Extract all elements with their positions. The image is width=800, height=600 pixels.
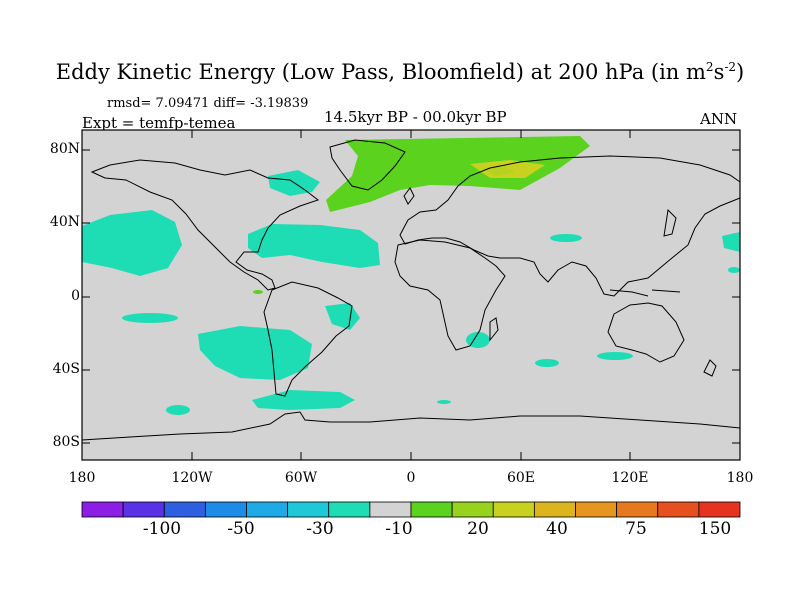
lat-label: 0 — [71, 288, 80, 304]
negative-anomaly-blob — [535, 359, 559, 367]
colorbar-box — [163, 501, 206, 518]
colorbar-box — [616, 501, 659, 518]
negative-anomaly-blob — [550, 234, 582, 242]
negative-anomaly-south-pacific — [198, 326, 312, 380]
lat-label: 40N — [49, 214, 80, 230]
colorbar-box — [575, 501, 618, 518]
lon-label: 180 — [726, 470, 754, 486]
negative-anomaly-north-pacific — [82, 210, 182, 276]
negative-anomaly-blob — [597, 352, 633, 360]
colorbar-box — [122, 501, 165, 518]
experiment-label: Expt = temfp-temea — [82, 114, 236, 132]
colorbar — [81, 501, 741, 518]
colorbar-label: -10 — [385, 519, 413, 539]
coastline-british-isles — [403, 187, 415, 205]
lat-label: 80N — [49, 141, 80, 157]
colorbar-label: -100 — [142, 519, 182, 539]
lon-label: 0 — [406, 470, 416, 486]
negative-anomaly-blob — [122, 313, 178, 323]
colorbar-label: 75 — [625, 519, 647, 539]
coastline-south-america — [263, 281, 353, 397]
negative-anomaly-atlantic — [248, 224, 380, 268]
lon-label: 120W — [171, 470, 213, 486]
positive-anomaly-blob — [253, 290, 263, 294]
colorbar-box — [81, 501, 124, 518]
stats-text: rmsd= 7.09471 diff= -3.19839 — [107, 96, 309, 111]
colorbar-box — [369, 501, 412, 518]
lon-label: 180 — [68, 470, 96, 486]
negative-anomaly-southern-ocean — [252, 390, 355, 410]
season-label: ANN — [700, 110, 738, 128]
colorbar-box — [204, 501, 247, 518]
lat-label: 80S — [52, 434, 80, 450]
colorbar-label: 150 — [698, 519, 732, 539]
colorbar-label: 40 — [546, 519, 568, 539]
negative-anomaly-blob — [728, 267, 740, 273]
coastline-antarctica — [81, 411, 741, 441]
lon-label: 60W — [284, 470, 318, 486]
coastline-japan — [663, 208, 677, 237]
colorbar-box — [328, 501, 371, 518]
coastline-eurasia — [399, 155, 741, 297]
colorbar-box — [246, 501, 289, 518]
coastline-north-america — [90, 159, 320, 291]
axis-ticks — [81, 130, 741, 460]
coastline-new-zealand — [703, 359, 717, 377]
coastline-australia — [607, 302, 685, 363]
colorbar-box — [657, 501, 700, 518]
colorbar-box — [698, 501, 741, 518]
coastline-madagascar — [489, 317, 499, 342]
positive-anomaly-north-atlantic — [326, 136, 590, 212]
coastlines — [81, 139, 741, 441]
lon-label: 120E — [611, 470, 649, 486]
negative-anomaly-blob — [466, 332, 490, 348]
coastline-africa — [394, 239, 506, 351]
plot-title: Eddy Kinetic Energy (Low Pass, Bloomfiel… — [55, 60, 745, 84]
positive-anomaly-scandinavia-core — [482, 166, 515, 176]
colorbar-box — [492, 501, 535, 518]
lat-label: 40S — [52, 361, 80, 377]
colorbar-box — [533, 501, 576, 518]
colorbar-label: -50 — [227, 519, 255, 539]
anomaly-shading — [82, 136, 740, 415]
colorbar-box — [287, 501, 330, 518]
lon-label: 60E — [506, 470, 536, 486]
colorbar-label: -30 — [306, 519, 334, 539]
coastline-indonesia — [609, 289, 681, 297]
coastline-greenland — [329, 139, 406, 191]
period-subtitle: 14.5kyr BP - 00.0kyr BP — [324, 108, 507, 126]
colorbar-box — [451, 501, 494, 518]
colorbar-box — [410, 501, 453, 518]
negative-anomaly-blob — [166, 405, 190, 415]
negative-anomaly-west-pacific — [722, 232, 740, 252]
negative-anomaly-blob — [437, 400, 451, 404]
colorbar-label: 20 — [467, 519, 489, 539]
